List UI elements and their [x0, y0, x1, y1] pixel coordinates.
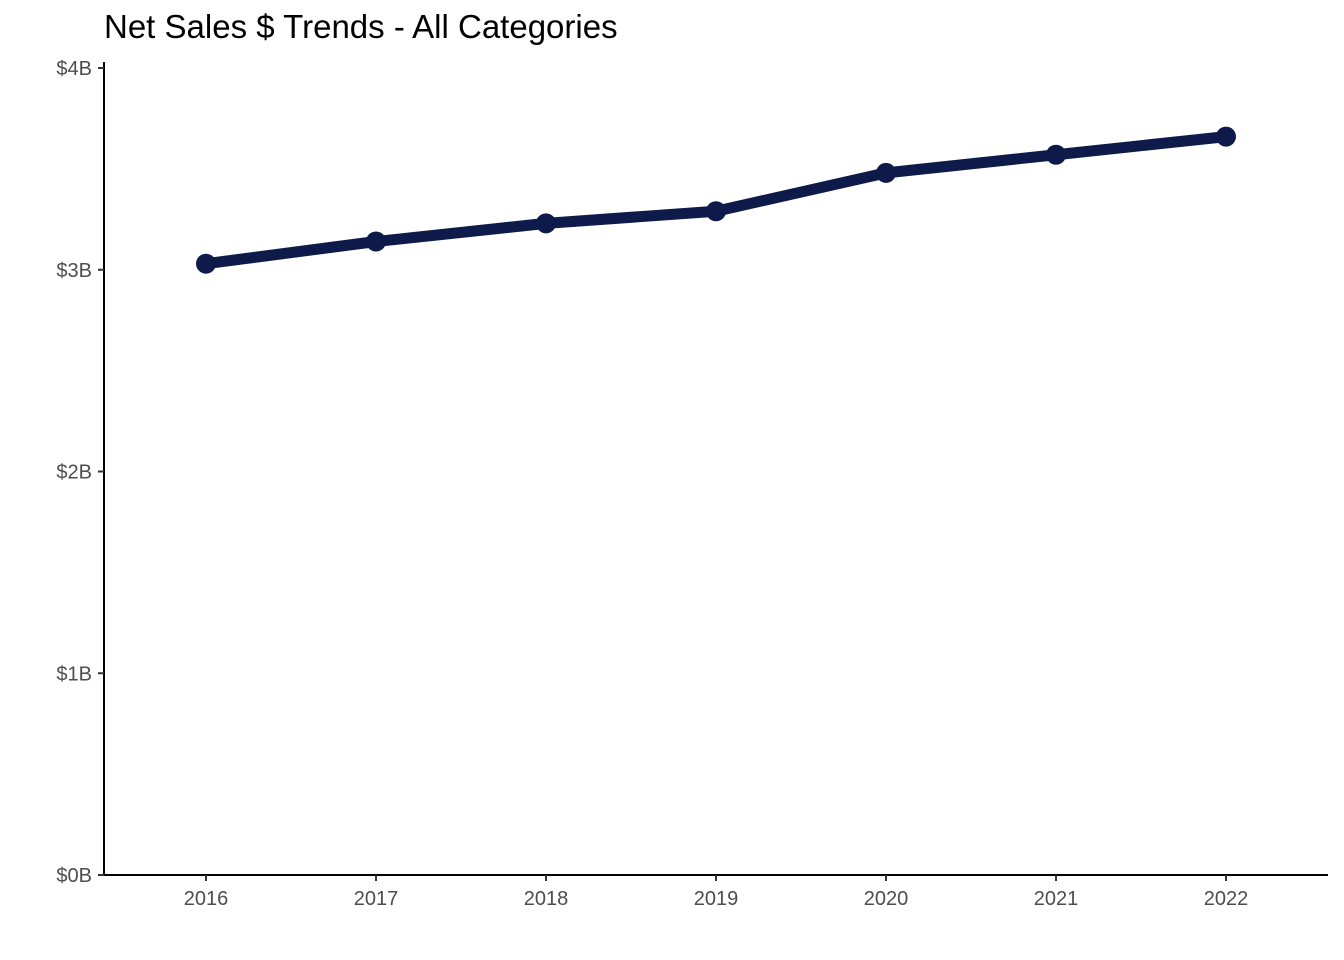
data-point	[366, 231, 386, 252]
y-tick-label: $0B	[56, 865, 92, 887]
x-tick-label: 2022	[1204, 888, 1249, 910]
series-layer	[196, 126, 1236, 274]
y-tick-label: $2B	[56, 462, 92, 484]
chart-title: Net Sales $ Trends - All Categories	[104, 8, 618, 45]
data-point	[1216, 126, 1236, 147]
x-tick-label: 2020	[864, 888, 909, 910]
x-tick-label: 2017	[354, 888, 399, 910]
y-tick-label: $4B	[56, 58, 92, 80]
axes: $0B $1B $2B $3B $4B 2016 2017 2018 2019 2020 2021 2…	[56, 58, 1328, 910]
y-tick-label: $1B	[56, 663, 92, 685]
series-line	[200, 131, 1232, 270]
x-tick-label: 2019	[694, 888, 739, 910]
data-point	[196, 253, 216, 274]
x-tick-label: 2021	[1034, 888, 1079, 910]
x-tick-label: 2016	[184, 888, 229, 910]
data-point	[1046, 144, 1066, 165]
x-tick-label: 2018	[524, 888, 569, 910]
data-point	[876, 162, 896, 183]
data-point	[536, 213, 556, 234]
y-tick-label: $3B	[56, 260, 92, 282]
data-point	[706, 201, 726, 222]
